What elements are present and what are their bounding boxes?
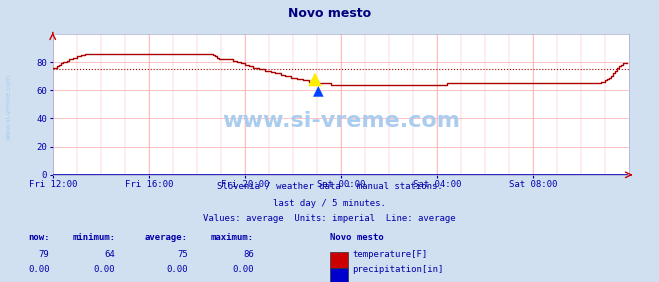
Text: maximum:: maximum: bbox=[211, 233, 254, 242]
Text: temperature[F]: temperature[F] bbox=[353, 250, 428, 259]
Text: ▲: ▲ bbox=[308, 70, 322, 88]
Text: now:: now: bbox=[28, 233, 49, 242]
Text: www.si-vreme.com: www.si-vreme.com bbox=[5, 74, 11, 140]
Text: ▲: ▲ bbox=[312, 83, 324, 97]
Text: Values: average  Units: imperial  Line: average: Values: average Units: imperial Line: av… bbox=[203, 214, 456, 223]
Text: www.si-vreme.com: www.si-vreme.com bbox=[222, 111, 460, 131]
Text: Novo mesto: Novo mesto bbox=[330, 233, 384, 242]
Text: last day / 5 minutes.: last day / 5 minutes. bbox=[273, 199, 386, 208]
Text: precipitation[in]: precipitation[in] bbox=[353, 265, 444, 274]
Text: 0.00: 0.00 bbox=[166, 265, 188, 274]
Text: 86: 86 bbox=[243, 250, 254, 259]
Text: Slovenia / weather data - manual stations.: Slovenia / weather data - manual station… bbox=[217, 182, 442, 191]
Text: 0.00: 0.00 bbox=[232, 265, 254, 274]
Text: average:: average: bbox=[145, 233, 188, 242]
Text: 79: 79 bbox=[39, 250, 49, 259]
Text: 0.00: 0.00 bbox=[28, 265, 49, 274]
Text: 75: 75 bbox=[177, 250, 188, 259]
Text: Novo mesto: Novo mesto bbox=[288, 7, 371, 20]
Text: 64: 64 bbox=[105, 250, 115, 259]
Text: minimum:: minimum: bbox=[72, 233, 115, 242]
Text: 0.00: 0.00 bbox=[94, 265, 115, 274]
